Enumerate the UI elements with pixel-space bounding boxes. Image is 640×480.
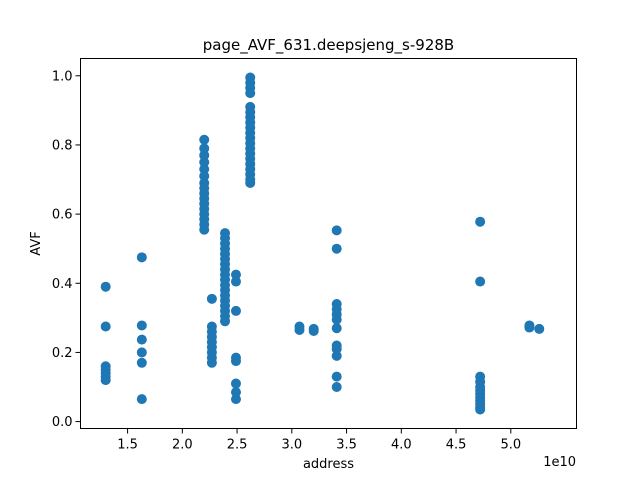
data-point xyxy=(199,171,210,182)
data-point xyxy=(199,134,210,145)
data-point xyxy=(245,177,256,188)
data-point xyxy=(199,157,210,168)
data-point xyxy=(331,350,342,361)
y-tick-label: 1.0 xyxy=(52,69,73,84)
data-point xyxy=(136,334,147,345)
data-points xyxy=(100,72,545,415)
x-axis: 1.5 2.0 2.5 3.0 3.5 4.0 4.5 5.0 xyxy=(117,428,521,453)
data-point xyxy=(331,225,342,236)
x-tick-label: 5.0 xyxy=(500,438,521,453)
data-point xyxy=(100,281,111,292)
data-point xyxy=(475,216,486,227)
data-point xyxy=(199,164,210,175)
data-point xyxy=(475,276,486,287)
x-tick-label: 2.0 xyxy=(172,438,193,453)
y-axis: 0.0 0.2 0.4 0.6 0.8 1.0 xyxy=(52,69,81,430)
data-point xyxy=(524,322,535,333)
data-point xyxy=(136,252,147,263)
y-axis-label: AVF xyxy=(29,231,44,255)
data-point xyxy=(475,404,486,415)
data-point xyxy=(331,382,342,392)
data-point xyxy=(206,357,217,368)
data-point xyxy=(308,325,319,336)
data-point xyxy=(136,320,147,331)
y-tick-label: 0.0 xyxy=(52,415,73,430)
data-point xyxy=(331,371,342,382)
data-point xyxy=(230,269,241,280)
data-point xyxy=(220,316,231,327)
x-tick-label: 3.0 xyxy=(281,438,302,453)
x-tick-label: 2.5 xyxy=(227,438,248,453)
data-point xyxy=(206,293,217,304)
data-point xyxy=(230,305,241,316)
data-point xyxy=(100,375,111,386)
x-tick-label: 4.5 xyxy=(446,438,467,453)
data-point xyxy=(136,357,147,368)
plot-background xyxy=(80,58,577,429)
x-offset-label: 1e10 xyxy=(543,455,576,470)
data-point xyxy=(230,378,241,389)
data-point xyxy=(136,347,147,358)
data-point xyxy=(230,276,241,287)
plot-area xyxy=(80,58,577,429)
data-point xyxy=(230,356,241,367)
data-point xyxy=(199,224,210,235)
data-point xyxy=(230,394,241,405)
data-point xyxy=(245,88,256,99)
x-axis-label: address xyxy=(303,457,354,472)
x-tick-label: 4.0 xyxy=(391,438,412,453)
x-tick-label: 1.5 xyxy=(117,438,138,453)
data-point xyxy=(331,343,342,354)
data-point xyxy=(100,321,111,332)
data-point xyxy=(534,323,545,334)
y-tick-label: 0.8 xyxy=(52,138,73,153)
plot-frame xyxy=(80,58,577,429)
data-point xyxy=(230,387,241,398)
y-tick-label: 0.2 xyxy=(52,346,73,361)
chart-title: page_AVF_631.deepsjeng_s-928B xyxy=(203,36,454,55)
y-tick-label: 0.4 xyxy=(52,277,73,292)
y-tick-label: 0.6 xyxy=(52,208,73,223)
data-point xyxy=(294,324,305,335)
data-point xyxy=(331,323,342,334)
data-point xyxy=(199,143,210,154)
x-tick-label: 3.5 xyxy=(336,438,357,453)
data-point xyxy=(136,394,147,405)
data-point xyxy=(331,243,342,254)
data-point xyxy=(331,314,342,325)
data-point xyxy=(199,150,210,161)
